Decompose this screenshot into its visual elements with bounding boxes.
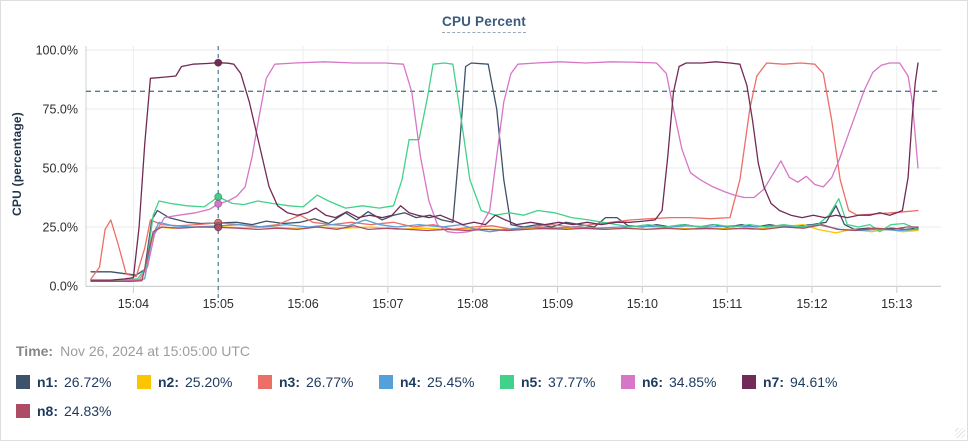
legend-series-name: n2: [158, 374, 179, 390]
legend: n1: 26.72% n2: 25.20% n3: 26.77% n4: 25.… [1, 374, 967, 419]
svg-text:15:06: 15:06 [287, 297, 318, 311]
legend-item-n4[interactable]: n4: 25.45% [379, 374, 500, 390]
svg-text:15:07: 15:07 [372, 297, 403, 311]
svg-text:15:11: 15:11 [712, 297, 742, 311]
crosshair-dot-n5 [214, 192, 223, 201]
series-line-n1 [90, 62, 919, 276]
legend-item-n6[interactable]: n6: 34.85% [621, 374, 742, 390]
legend-series-name: n4: [400, 374, 421, 390]
svg-text:15:13: 15:13 [881, 297, 912, 311]
svg-text:0.0%: 0.0% [50, 280, 79, 294]
svg-text:15:05: 15:05 [203, 297, 234, 311]
y-axis-title: CPU (percentage) [10, 112, 24, 216]
svg-text:15:10: 15:10 [627, 297, 658, 311]
legend-swatch [500, 375, 514, 389]
legend-item-n3[interactable]: n3: 26.77% [258, 374, 379, 390]
svg-text:50.0%: 50.0% [43, 162, 78, 176]
svg-text:15:12: 15:12 [796, 297, 827, 311]
svg-text:15:09: 15:09 [542, 297, 573, 311]
svg-text:100.0%: 100.0% [36, 44, 78, 58]
svg-text:75.0%: 75.0% [43, 103, 78, 117]
series-line-n6 [90, 61, 919, 282]
legend-series-name: n1: [37, 374, 58, 390]
legend-item-n2[interactable]: n2: 25.20% [137, 374, 258, 390]
chart-header: CPU Percent [1, 1, 967, 33]
svg-text:15:04: 15:04 [118, 297, 149, 311]
series-line-n3 [90, 62, 919, 280]
crosshair-dots [214, 58, 223, 232]
legend-series-name: n8: [37, 403, 58, 419]
legend-series-name: n3: [279, 374, 300, 390]
legend-series-value: 26.77% [306, 374, 354, 390]
crosshair-dot-n7 [214, 58, 223, 67]
legend-series-value: 26.72% [64, 374, 112, 390]
series-line-n8 [90, 223, 919, 282]
legend-item-n1[interactable]: n1: 26.72% [16, 374, 137, 390]
series-lines [90, 61, 919, 282]
legend-swatch [258, 375, 272, 389]
legend-series-name: n6: [642, 374, 663, 390]
time-value: Nov 26, 2024 at 15:05:00 UTC [60, 343, 250, 359]
legend-item-n5[interactable]: n5: 37.77% [500, 374, 621, 390]
series-line-n7 [90, 61, 919, 281]
plot-svg[interactable]: 0.0% 25.0% 50.0% 75.0% 100.0% 15:04 15:05 15:06… [1, 35, 968, 317]
legend-series-value: 25.45% [427, 374, 475, 390]
legend-series-name: n5: [521, 374, 542, 390]
svg-text:15:08: 15:08 [457, 297, 488, 311]
legend-swatch [137, 375, 151, 389]
legend-series-name: n7: [763, 374, 784, 390]
legend-swatch [16, 375, 30, 389]
legend-series-value: 37.77% [548, 374, 596, 390]
series-line-n2 [90, 223, 919, 282]
legend-swatch [379, 375, 393, 389]
chart-area: CPU (percentage) 0.0% 25.0% 50.0% 75.0% 100.… [1, 35, 968, 317]
series-line-n5 [90, 62, 919, 281]
legend-series-value: 34.85% [669, 374, 717, 390]
legend-item-n7[interactable]: n7: 94.61% [742, 374, 863, 390]
time-row: Time: Nov 26, 2024 at 15:05:00 UTC [1, 343, 967, 359]
legend-series-value: 94.61% [790, 374, 838, 390]
crosshair-dot-n8 [214, 223, 223, 232]
legend-series-value: 24.83% [64, 403, 112, 419]
gridlines [85, 46, 941, 293]
resize-handle[interactable] [955, 428, 965, 438]
crosshair-dot-n6 [214, 199, 223, 208]
time-label: Time: [16, 343, 54, 359]
legend-series-value: 25.20% [185, 374, 233, 390]
legend-swatch [621, 375, 635, 389]
chart-title[interactable]: CPU Percent [442, 14, 526, 33]
axis-labels: 0.0% 25.0% 50.0% 75.0% 100.0% 15:04 15:05 15:06… [36, 44, 913, 312]
svg-text:25.0%: 25.0% [43, 221, 78, 235]
legend-swatch [16, 404, 30, 418]
legend-item-n8[interactable]: n8: 24.83% [16, 403, 137, 419]
legend-swatch [742, 375, 756, 389]
